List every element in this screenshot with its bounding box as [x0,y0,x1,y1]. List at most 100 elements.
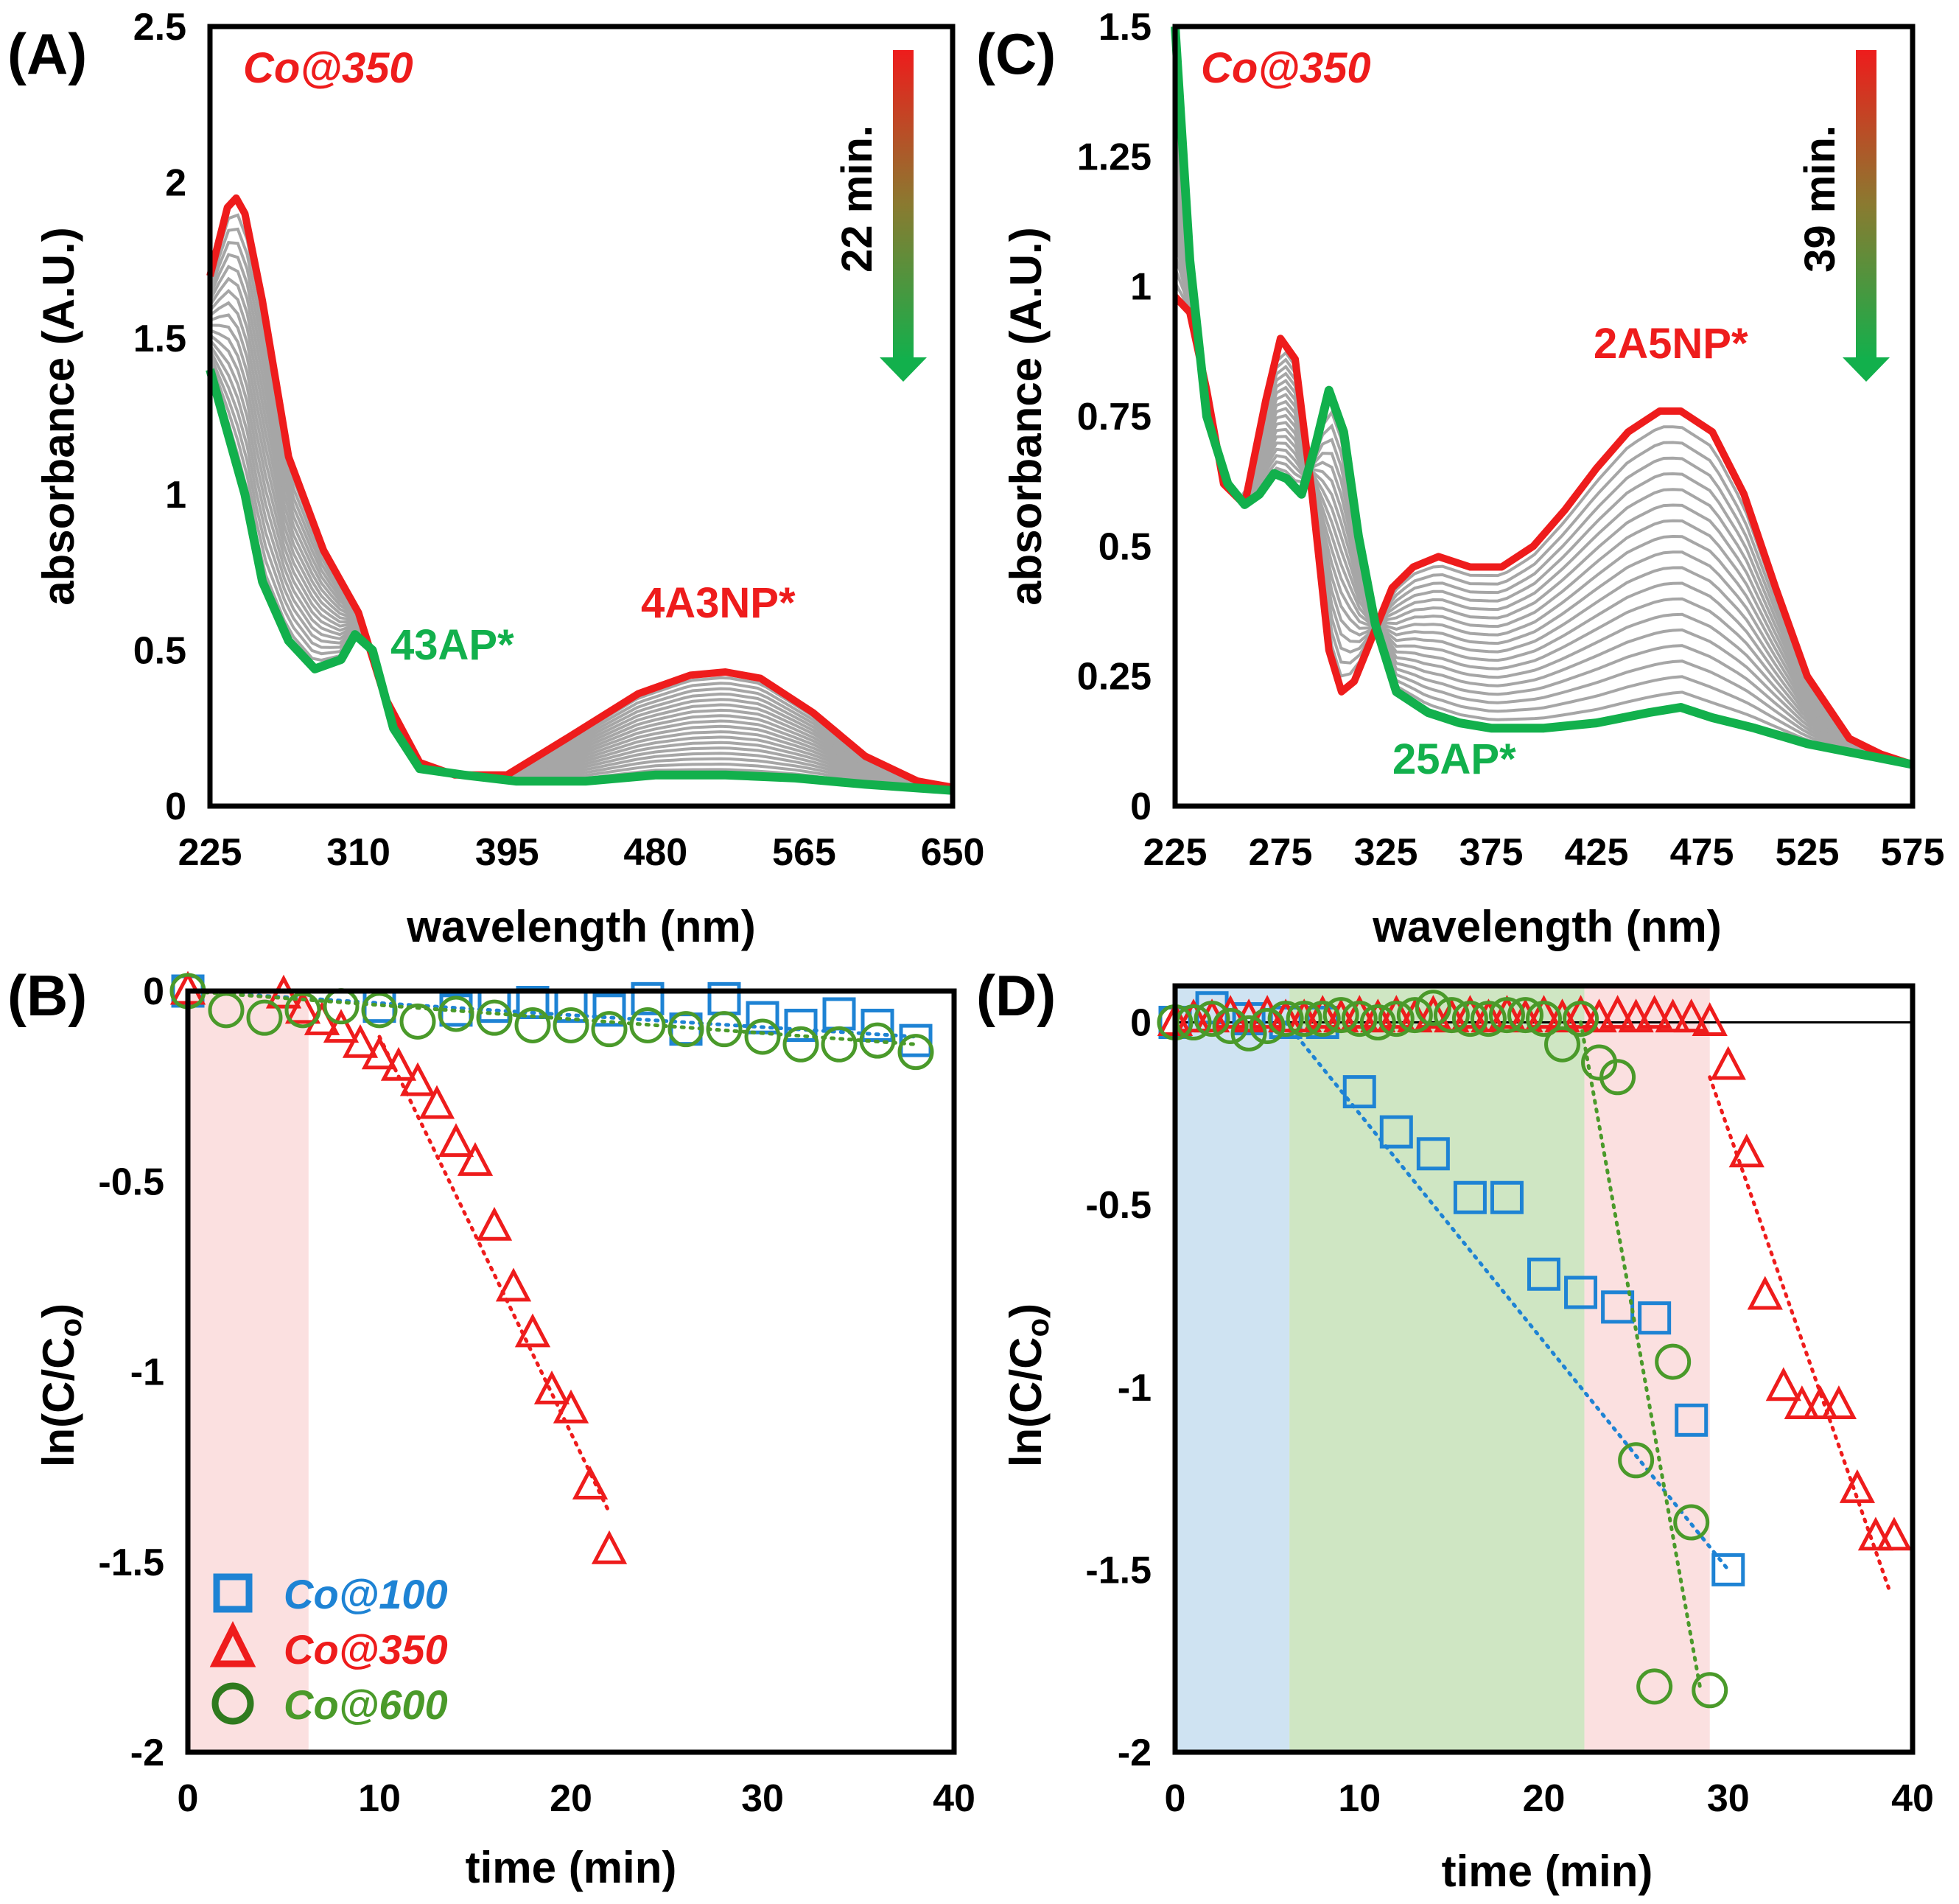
legend-label-co100: Co@100 [284,1571,448,1617]
panel-c-annot-2a5np: 2A5NP* [1594,320,1748,368]
data-point-co350 [495,1267,532,1302]
fit-line-co350 [377,1035,611,1515]
intermediate-spectrum [208,339,953,791]
data-point-co350 [438,1123,474,1158]
x-tick-label: 30 [1707,1777,1750,1820]
y-tick-label: 2.5 [133,6,186,49]
x-tick-label: 40 [933,1777,975,1820]
data-point-co600 [208,992,245,1029]
data-point-co350 [1563,995,1599,1029]
data-point-co350 [1655,998,1691,1033]
data-point-co100 [1564,1275,1598,1309]
data-point-co600 [438,995,474,1032]
intermediate-spectrum [208,240,953,790]
data-point-co350 [1710,1046,1746,1080]
panel-a-annot-4a3np: 4A3NP* [641,579,796,627]
data-point-co600 [1249,1007,1286,1044]
panel-a-time-arrow [893,50,914,360]
panel-c-time-label: 39 min. [1796,125,1844,273]
data-point-co350 [1452,995,1488,1029]
data-point-co100 [707,981,741,1015]
x-tick-label: 40 [1891,1777,1934,1820]
data-point-co100 [822,997,856,1031]
data-point-co600 [1618,1442,1655,1479]
data-point-co600 [1267,1001,1304,1037]
data-point-co600 [1563,1001,1599,1037]
data-point-co350 [591,1530,628,1564]
data-point-co100 [1453,1180,1487,1214]
panel-label-c: (C) [976,21,1056,86]
data-point-co350 [1765,1367,1801,1401]
data-point-co350 [533,1370,570,1404]
data-point-co100 [631,981,665,1015]
y-tick-label: 0.75 [1077,396,1152,438]
intermediate-spectrum [208,213,953,789]
data-point-co350 [553,1389,589,1424]
data-point-co600 [1526,1001,1562,1037]
shaded-region [188,991,309,1752]
data-point-co600 [1396,997,1433,1034]
intermediate-spectrum [1174,140,1913,766]
y-tick-label: -1.5 [1085,1549,1152,1592]
panel-c-plot [1171,26,1914,769]
y-tick-label: 1.25 [1077,136,1152,178]
series-final-spectrum [206,368,953,795]
panel-a-x-ticks: 225 310 395 480 565 650 [178,831,985,874]
data-point-co350 [1636,995,1672,1029]
data-point-co600 [1507,997,1543,1034]
panel-b-x-label: time (min) [466,1843,677,1892]
x-tick-label: 225 [178,831,242,874]
panel-b-y-ticks: 0 -0.5 -1 -1.5 -2 [98,970,164,1774]
panel-c-annot-25ap: 25AP* [1392,735,1516,783]
panel-a-x-label: wavelength (nm) [406,902,755,951]
panel-d-y-ticks: 0 -0.5 -1 -1.5 -2 [1085,1002,1152,1774]
intermediate-spectrum [208,349,953,791]
panel-b-frame [185,988,957,1755]
fit-line-co600 [1579,1021,1703,1693]
x-tick-label: 225 [1143,831,1208,874]
data-point-co100 [1638,1301,1672,1335]
panel-b-legend: Co@100 Co@350 Co@600 [209,1571,448,1728]
data-point-co600 [1415,990,1451,1026]
data-point-co600 [706,1011,743,1048]
intermediate-spectrum [208,265,953,790]
intermediate-spectrum [209,313,953,791]
data-point-co600 [1341,1001,1378,1037]
data-point-co600 [782,1026,819,1063]
y-tick-label: 0 [143,970,164,1013]
data-point-co350 [1747,1275,1783,1310]
y-tick-label: 1 [1130,266,1152,309]
x-tick-label: 475 [1670,831,1734,874]
data-point-co350 [1876,1516,1913,1551]
data-point-co350 [457,1142,494,1176]
panel-label-b: (B) [7,963,87,1028]
data-point-co600 [514,1007,551,1043]
intermediate-spectrum [208,276,953,790]
data-point-co350 [399,1062,436,1096]
panel-a-annot-43ap: 43AP* [390,621,514,669]
data-point-co600 [1433,997,1470,1034]
panel-a-sample-label: Co@350 [243,44,413,92]
legend-marker-co600 [211,1682,254,1725]
data-point-co600 [1378,1001,1415,1037]
data-point-co100 [1490,1180,1524,1214]
panel-d-x-label: time (min) [1442,1847,1653,1896]
y-tick-label: 0.25 [1077,656,1152,699]
legend-marker-co100 [213,1573,253,1613]
x-tick-label: 0 [1165,1777,1186,1820]
y-tick-label: 0.5 [133,629,186,672]
intermediate-spectrum [1174,154,1913,766]
data-point-co600 [361,992,398,1029]
y-tick-label: -1 [1118,1367,1152,1410]
panel-a-time-arrowhead [880,357,927,382]
panel-d-y-label: ln(C/Co) [1001,1303,1055,1467]
panel-c: (C) Co@350 39 min. 2A5NP* 25AP* 225 275 32… [976,6,1944,951]
y-tick-label: 1.5 [1098,6,1152,49]
data-point-co100 [1416,1137,1450,1171]
y-tick-label: -2 [1118,1732,1152,1774]
data-point-co600 [1359,1004,1396,1041]
data-point-co600 [629,1007,666,1043]
y-tick-label: 0 [1130,785,1152,828]
panel-c-time-arrow [1856,50,1876,360]
data-point-co350 [1692,1002,1728,1037]
